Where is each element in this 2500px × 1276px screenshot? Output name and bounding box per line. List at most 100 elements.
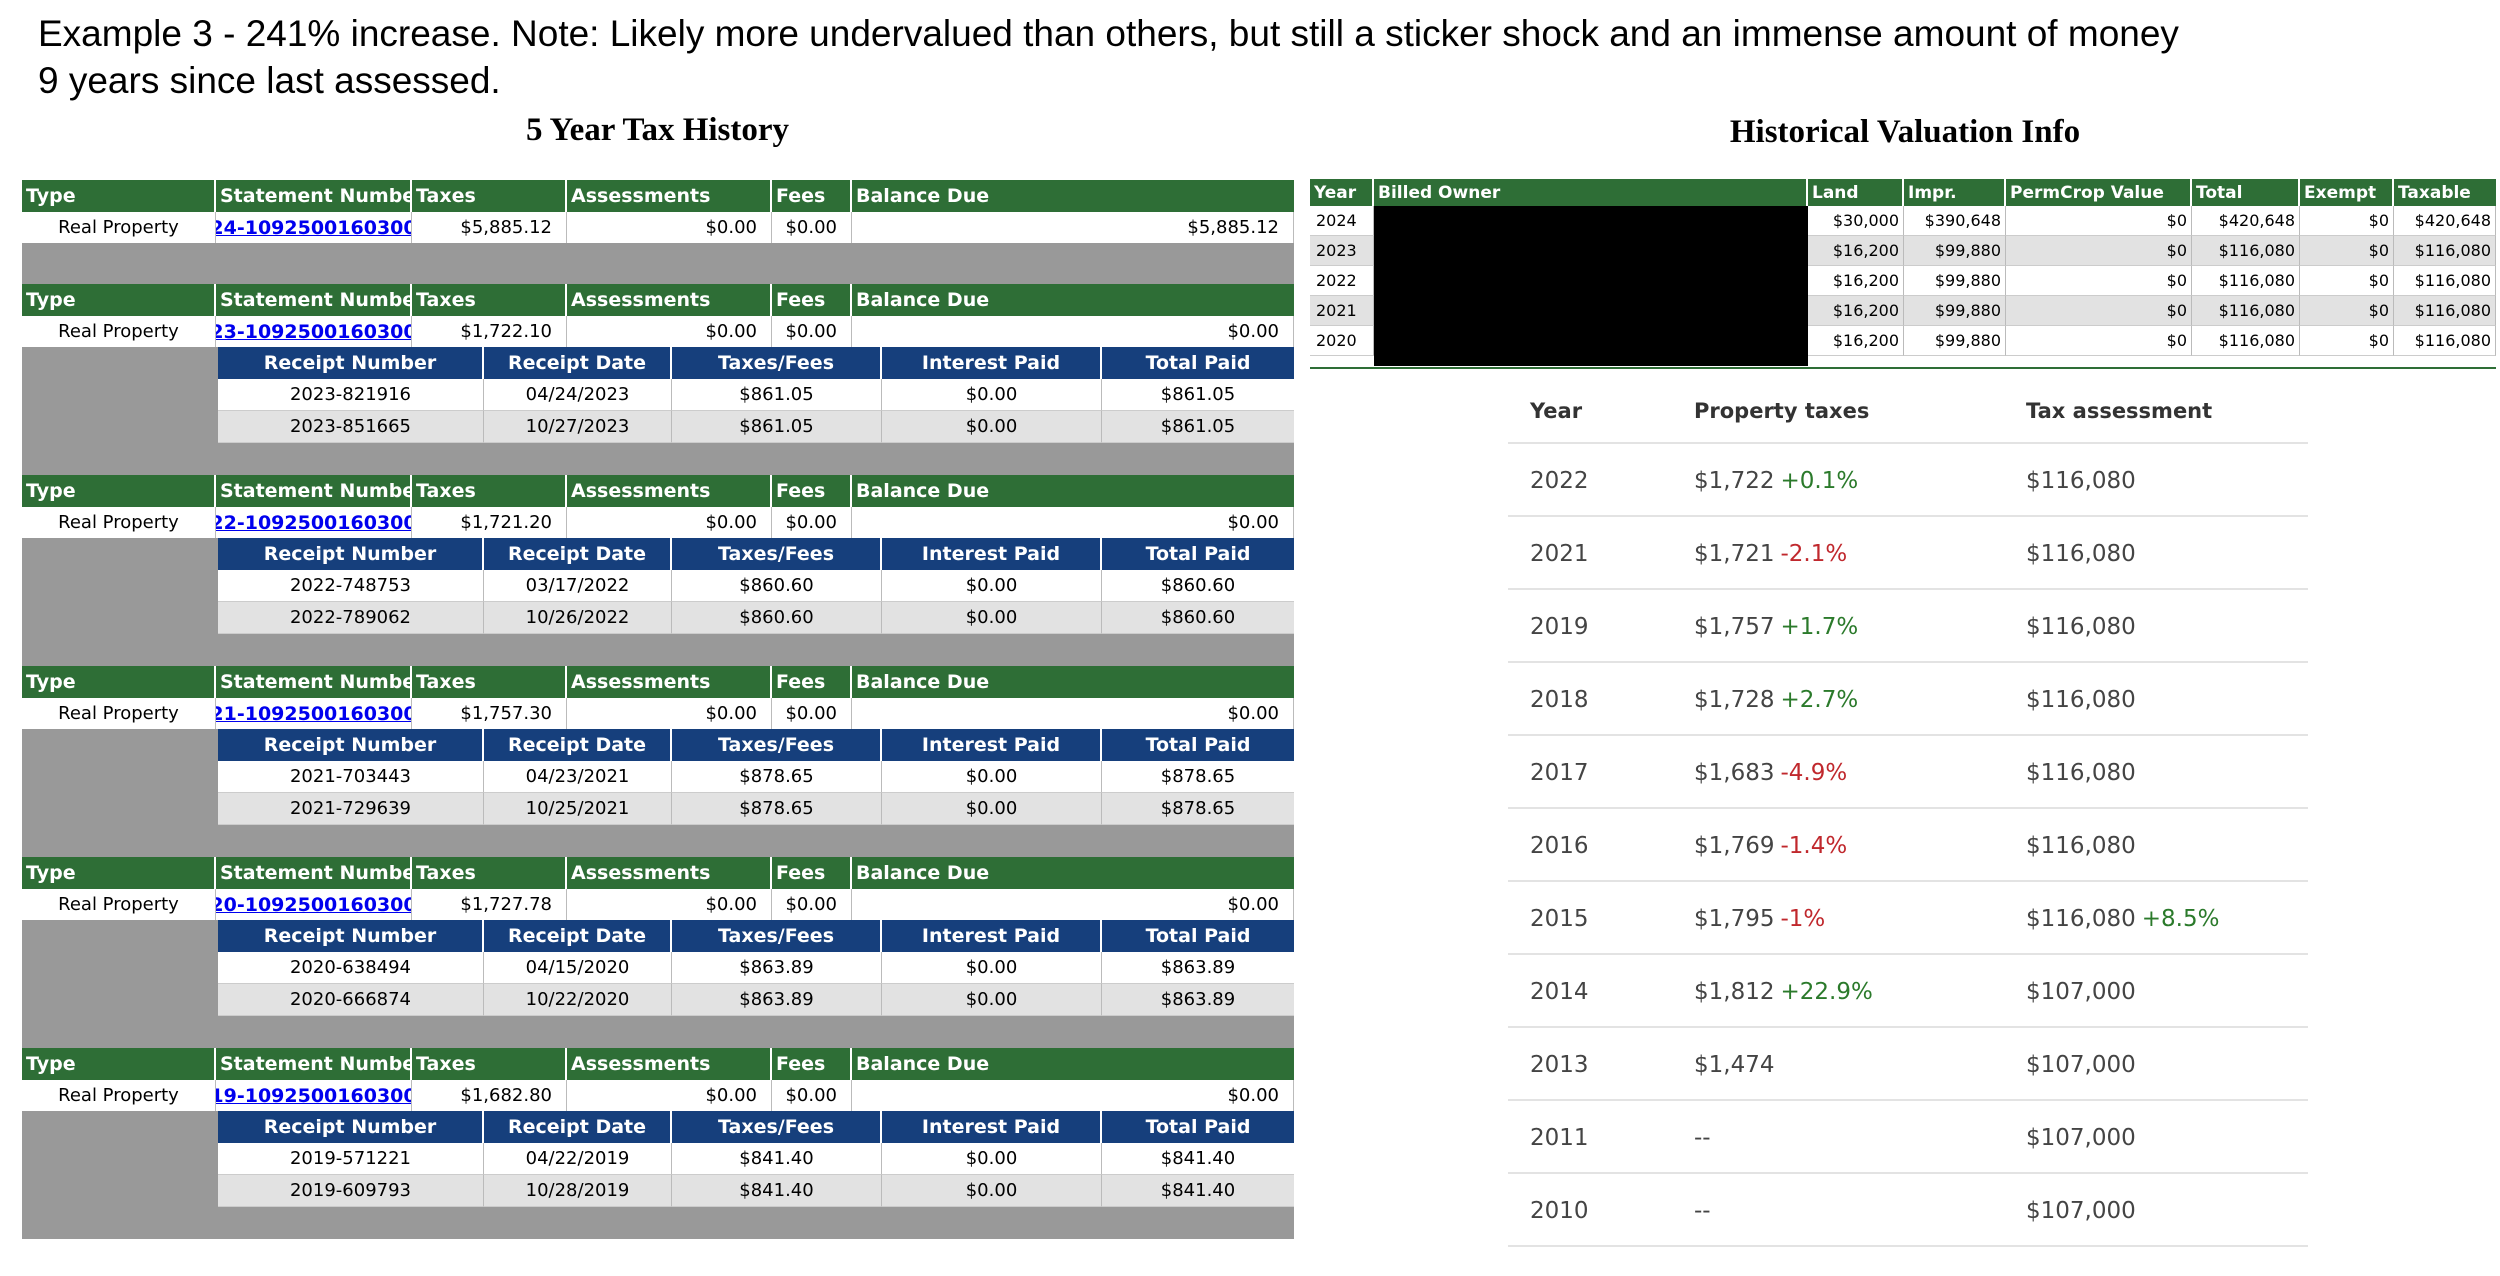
- receipt-number: 2019-571221: [218, 1143, 484, 1175]
- statement-fees: $0.00: [785, 703, 837, 724]
- receipt-row: 2023-821916 04/24/2023 $861.05 $0.00 $861.05: [218, 379, 1294, 411]
- ptax-assessment-cell: $116,080: [2026, 663, 2136, 736]
- statement-number-link[interactable]: 2023-109250016030000: [216, 320, 411, 343]
- statement-number-link[interactable]: 2019-109250016030000: [216, 1084, 411, 1107]
- receipt-date: 04/24/2023: [484, 379, 672, 411]
- statement-header-cell: Balance Due: [856, 289, 990, 311]
- statement-fees: $0.00: [785, 321, 837, 342]
- valuation-year: 2021: [1310, 296, 1374, 326]
- statement-fees-cell: $0.00: [772, 1080, 852, 1111]
- receipt-number: 2020-638494: [218, 952, 484, 984]
- statement-header-cell: Assessments: [567, 284, 772, 316]
- ptax-assessment: $107,000: [2026, 1197, 2136, 1224]
- valuation-land: $16,200: [1808, 326, 1904, 356]
- statement-number-cell: 2020-109250016030000: [216, 889, 412, 920]
- statement-assessments-cell: $0.00: [567, 212, 772, 243]
- ptax-tax-cell: $1,721 -2.1%: [1694, 517, 1847, 590]
- statement-number-cell: 2022-109250016030000: [216, 507, 412, 538]
- receipt-total: $878.65: [1102, 761, 1294, 793]
- ptax-year: 2017: [1530, 759, 1589, 786]
- ptax-tax-change: -2.1%: [1780, 540, 1848, 567]
- statement-assessments-cell: $0.00: [567, 1080, 772, 1111]
- receipt-number: 2022-789062: [218, 602, 484, 634]
- statement-header-cell: Taxes: [412, 666, 567, 698]
- statement-header-cell: Taxes: [412, 475, 567, 507]
- ptax-year: 2014: [1530, 978, 1589, 1005]
- receipt-number: 2022-748753: [218, 570, 484, 602]
- statement-type-cell: Real Property: [22, 698, 216, 729]
- statement-fees-cell: $0.00: [772, 507, 852, 538]
- statement-header-cell: Taxes: [412, 180, 567, 212]
- statement-balance: $0.00: [1227, 703, 1279, 724]
- ptax-row: 2022 $1,722 +0.1% $116,080: [1508, 442, 2308, 517]
- statement-assessments: $0.00: [705, 512, 757, 533]
- valuation-taxable: $420,648: [2394, 206, 2496, 236]
- receipt-total: $863.89: [1102, 984, 1294, 1016]
- valuation-year: 2020: [1310, 326, 1374, 356]
- valuation-permcrop: $0: [2006, 266, 2192, 296]
- receipt-header-cell: Receipt Number: [218, 729, 484, 761]
- receipt-interest: $0.00: [882, 984, 1102, 1016]
- ptax-assessment: $116,080: [2026, 905, 2136, 932]
- ptax-row: 2014 $1,812 +22.9% $107,000: [1508, 953, 2308, 1028]
- statement-number-link[interactable]: 2021-109250016030000: [216, 702, 411, 725]
- valuation-permcrop: $0: [2006, 206, 2192, 236]
- ptax-year: 2022: [1530, 467, 1589, 494]
- statement-taxes: $1,722.10: [460, 321, 552, 342]
- statement-balance-cell: $0.00: [852, 1080, 1294, 1111]
- ptax-tax-cell: --: [1694, 1101, 1711, 1174]
- receipt-total: $863.89: [1102, 952, 1294, 984]
- ptax-row: 2018 $1,728 +2.7% $116,080: [1508, 661, 2308, 736]
- statement-type: Real Property: [58, 703, 179, 724]
- ptax-row: 2021 $1,721 -2.1% $116,080: [1508, 515, 2308, 590]
- statement-number-link[interactable]: 2024-109250016030000: [216, 216, 411, 239]
- statement-balance-cell: $0.00: [852, 316, 1294, 347]
- statement-header-cell: Type: [22, 857, 216, 889]
- statement-header-cell: Type: [22, 475, 216, 507]
- statement-header-cell: Balance Due: [856, 480, 990, 502]
- statement-taxes: $1,757.30: [460, 703, 552, 724]
- statement-type-cell: Real Property: [22, 212, 216, 243]
- statement-header-cell: Statement Number: [216, 180, 412, 212]
- valuation-header-cell: Taxable: [2398, 182, 2471, 203]
- statement-taxes: $5,885.12: [460, 217, 552, 238]
- ptax-bottom-border: [1508, 1245, 2308, 1247]
- statement-header-cell: Fees: [772, 284, 852, 316]
- receipt-header-cell: Receipt Date: [484, 538, 672, 570]
- valuation-year: 2024: [1310, 206, 1374, 236]
- receipt-header-cell: Taxes/Fees: [672, 347, 882, 379]
- ptax-tax-cell: $1,722 +0.1%: [1694, 444, 1858, 517]
- receipt-header-cell: Total Paid: [1145, 352, 1251, 374]
- statement-assessments: $0.00: [705, 703, 757, 724]
- receipt-date: 04/23/2021: [484, 761, 672, 793]
- statement-balance: $0.00: [1227, 321, 1279, 342]
- valuation-total: $420,648: [2192, 206, 2300, 236]
- valuation-exempt: $0: [2300, 266, 2394, 296]
- statement-type-cell: Real Property: [22, 507, 216, 538]
- statement-header-cell: Statement Number: [216, 284, 412, 316]
- valuation-total: $116,080: [2192, 296, 2300, 326]
- receipt-taxes-fees: $878.65: [672, 761, 882, 793]
- receipt-taxes-fees: $863.89: [672, 984, 882, 1016]
- statement-row: Real Property 2019-109250016030000 $1,682.…: [22, 1080, 1294, 1112]
- caption-line-1: Example 3 - 241% increase. Note: Likely …: [38, 13, 2179, 54]
- ptax-row: 2013 $1,474 $107,000: [1508, 1026, 2308, 1101]
- statement-header-cell: Statement Number: [216, 857, 412, 889]
- statement-number-link[interactable]: 2020-109250016030000: [216, 893, 411, 916]
- ptax-header-assessment: Tax assessment: [2026, 399, 2213, 423]
- statement-header-row: Type Statement Number Taxes Assessments Fees…: [22, 1048, 1294, 1080]
- valuation-header-cell: Land: [1808, 179, 1904, 206]
- statement-header-row: Type Statement Number Taxes Assessments Fees…: [22, 475, 1294, 507]
- receipt-total: $878.65: [1102, 793, 1294, 825]
- statement-header-cell: Assessments: [567, 475, 772, 507]
- receipt-date: 10/27/2023: [484, 411, 672, 443]
- tax-history-title: 5 Year Tax History: [525, 112, 790, 148]
- ptax-tax: --: [1694, 1197, 1711, 1224]
- ptax-assessment: $116,080: [2026, 759, 2136, 786]
- receipt-number: 2021-729639: [218, 793, 484, 825]
- statement-type: Real Property: [58, 321, 179, 342]
- receipt-number: 2021-703443: [218, 761, 484, 793]
- valuation-total: $116,080: [2192, 326, 2300, 356]
- ptax-row: 2015 $1,795 -1% $116,080 +8.5%: [1508, 880, 2308, 955]
- statement-number-link[interactable]: 2022-109250016030000: [216, 511, 411, 534]
